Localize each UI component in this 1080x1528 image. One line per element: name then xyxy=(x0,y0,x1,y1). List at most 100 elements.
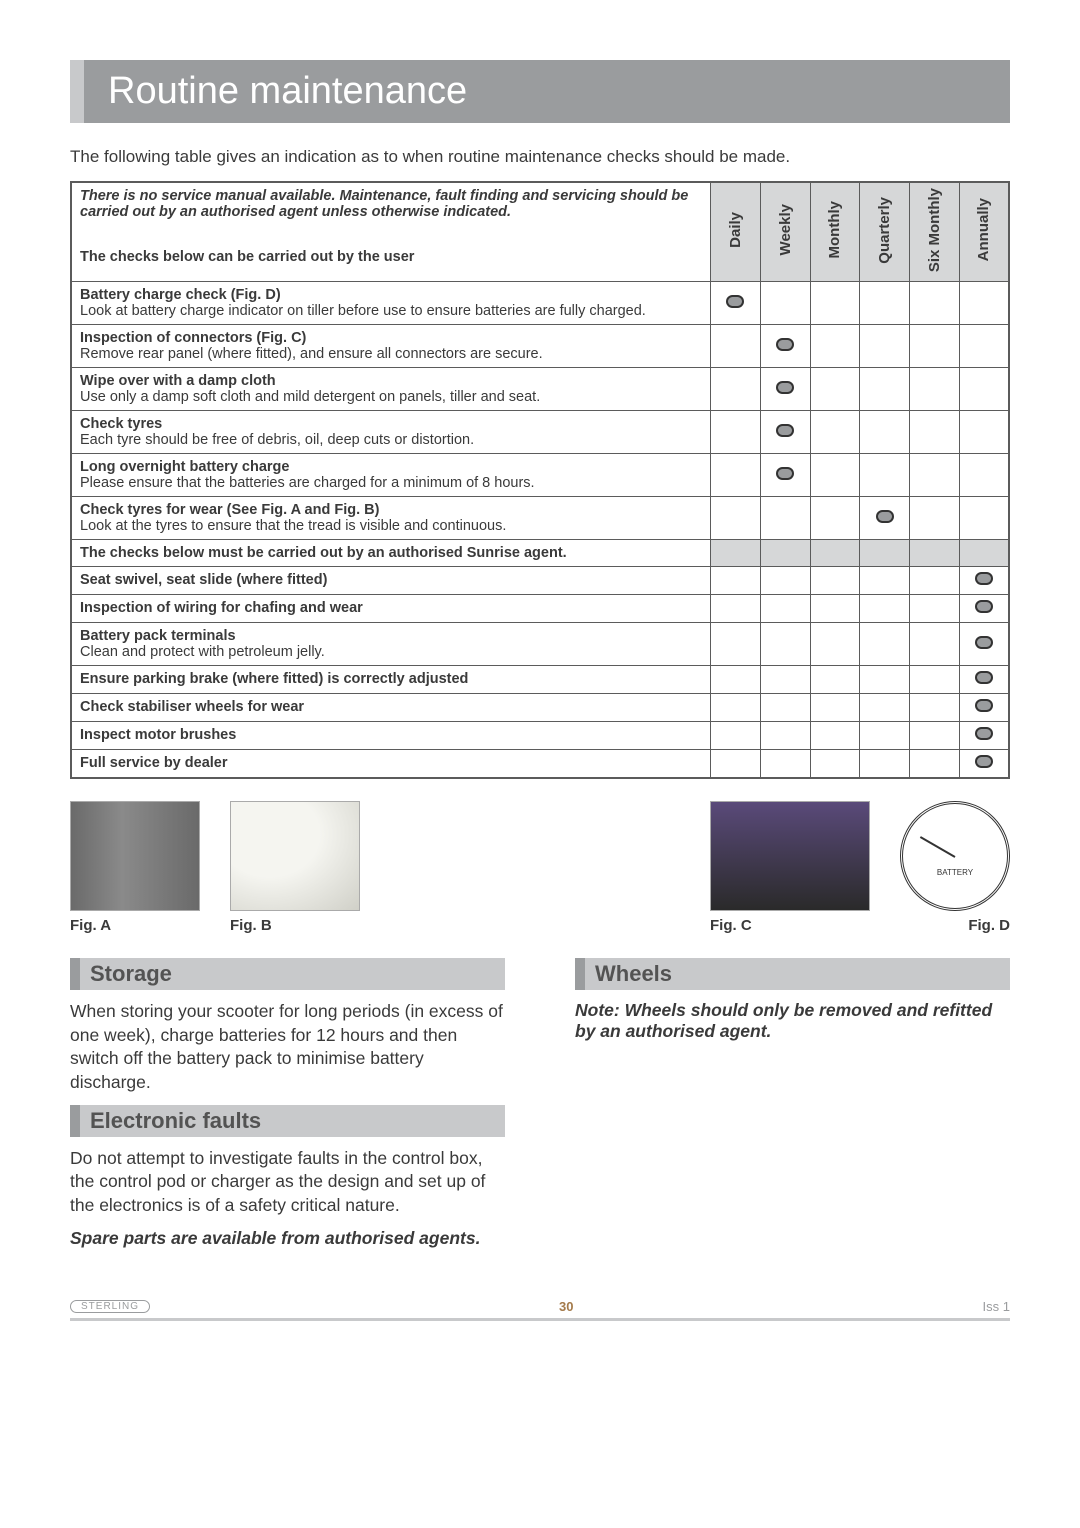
freq-cell xyxy=(909,595,959,623)
freq-cell xyxy=(711,750,761,779)
freq-cell xyxy=(959,567,1009,595)
freq-cell xyxy=(909,623,959,666)
maint-row-desc: Inspect motor brushes xyxy=(71,722,711,750)
electronic-note: Spare parts are available from authorise… xyxy=(70,1228,505,1249)
freq-cell xyxy=(909,282,959,325)
issue-label: Iss 1 xyxy=(983,1299,1010,1314)
freq-cell xyxy=(810,411,860,454)
freq-cell xyxy=(810,497,860,540)
maint-row-desc: Full service by dealer xyxy=(71,750,711,779)
freq-cell xyxy=(860,325,910,368)
freq-cell xyxy=(860,411,910,454)
freq-cell xyxy=(860,497,910,540)
freq-cell xyxy=(711,722,761,750)
freq-cell xyxy=(760,750,810,779)
figure-b-image xyxy=(230,801,360,911)
check-marker xyxy=(975,600,993,613)
freq-cell xyxy=(909,368,959,411)
storage-body: When storing your scooter for long perio… xyxy=(70,1000,505,1095)
freq-cell xyxy=(860,368,910,411)
check-marker xyxy=(776,467,794,480)
check-marker xyxy=(975,636,993,649)
freq-cell xyxy=(909,411,959,454)
maintenance-table: There is no service manual available. Ma… xyxy=(70,181,1010,779)
check-marker xyxy=(975,671,993,684)
wheels-heading: Wheels xyxy=(575,958,1010,990)
freq-cell xyxy=(909,722,959,750)
freq-cell xyxy=(959,497,1009,540)
storage-heading: Storage xyxy=(70,958,505,990)
freq-cell xyxy=(711,411,761,454)
agent-section-header: The checks below must be carried out by … xyxy=(71,540,711,567)
freq-cell xyxy=(810,750,860,779)
freq-cell xyxy=(810,595,860,623)
electronic-heading: Electronic faults xyxy=(70,1105,505,1137)
freq-cell xyxy=(711,368,761,411)
freq-header: Monthly xyxy=(810,182,860,282)
freq-cell xyxy=(959,411,1009,454)
freq-cell xyxy=(959,750,1009,779)
freq-cell xyxy=(810,454,860,497)
freq-cell xyxy=(760,497,810,540)
freq-cell xyxy=(909,497,959,540)
freq-cell xyxy=(711,454,761,497)
freq-cell xyxy=(711,666,761,694)
maint-row-desc: Seat swivel, seat slide (where fitted) xyxy=(71,567,711,595)
freq-header: Six Monthly xyxy=(909,182,959,282)
page-footer: STERLING 30 Iss 1 xyxy=(70,1299,1010,1321)
freq-header: Daily xyxy=(711,182,761,282)
maint-row-desc: Wipe over with a damp clothUse only a da… xyxy=(71,368,711,411)
check-marker xyxy=(975,699,993,712)
maint-row-desc: Battery pack terminalsClean and protect … xyxy=(71,623,711,666)
figure-c-caption: Fig. C xyxy=(710,917,870,934)
freq-cell xyxy=(810,666,860,694)
freq-cell xyxy=(860,595,910,623)
freq-cell xyxy=(959,595,1009,623)
maint-row-desc: Ensure parking brake (where fitted) is c… xyxy=(71,666,711,694)
header-sub: The checks below can be carried out by t… xyxy=(71,244,711,282)
freq-cell xyxy=(711,540,761,567)
freq-cell xyxy=(959,666,1009,694)
freq-cell xyxy=(959,325,1009,368)
freq-cell xyxy=(711,595,761,623)
freq-header: Quarterly xyxy=(860,182,910,282)
figure-a: Fig. A xyxy=(70,801,200,934)
freq-cell xyxy=(909,567,959,595)
freq-cell xyxy=(909,540,959,567)
maint-row-desc: Inspection of wiring for chafing and wea… xyxy=(71,595,711,623)
intro-text: The following table gives an indication … xyxy=(70,147,1010,167)
freq-cell xyxy=(711,282,761,325)
freq-cell xyxy=(760,694,810,722)
figure-d-image: BATTERY xyxy=(900,801,1010,911)
freq-cell xyxy=(909,454,959,497)
freq-cell xyxy=(760,540,810,567)
freq-cell xyxy=(760,623,810,666)
freq-cell xyxy=(909,666,959,694)
header-note: There is no service manual available. Ma… xyxy=(71,182,711,244)
wheels-note: Note: Wheels should only be removed and … xyxy=(575,1000,1010,1042)
check-marker xyxy=(776,338,794,351)
freq-cell xyxy=(860,623,910,666)
figure-d-caption: Fig. D xyxy=(900,917,1010,934)
freq-cell xyxy=(711,497,761,540)
freq-cell xyxy=(959,623,1009,666)
freq-cell xyxy=(760,368,810,411)
freq-cell xyxy=(810,368,860,411)
freq-cell xyxy=(810,325,860,368)
maint-row-desc: Check tyresEach tyre should be free of d… xyxy=(71,411,711,454)
freq-cell xyxy=(760,567,810,595)
check-marker xyxy=(776,381,794,394)
freq-cell xyxy=(760,595,810,623)
maint-row-desc: Check tyres for wear (See Fig. A and Fig… xyxy=(71,497,711,540)
freq-cell xyxy=(860,722,910,750)
maint-row-desc: Inspection of connectors (Fig. C)Remove … xyxy=(71,325,711,368)
freq-cell xyxy=(760,722,810,750)
freq-cell xyxy=(810,540,860,567)
freq-cell xyxy=(760,325,810,368)
maint-row-desc: Long overnight battery chargePlease ensu… xyxy=(71,454,711,497)
figure-a-caption: Fig. A xyxy=(70,917,200,934)
freq-cell xyxy=(860,750,910,779)
freq-cell xyxy=(810,282,860,325)
maint-row-desc: Battery charge check (Fig. D)Look at bat… xyxy=(71,282,711,325)
freq-cell xyxy=(959,282,1009,325)
